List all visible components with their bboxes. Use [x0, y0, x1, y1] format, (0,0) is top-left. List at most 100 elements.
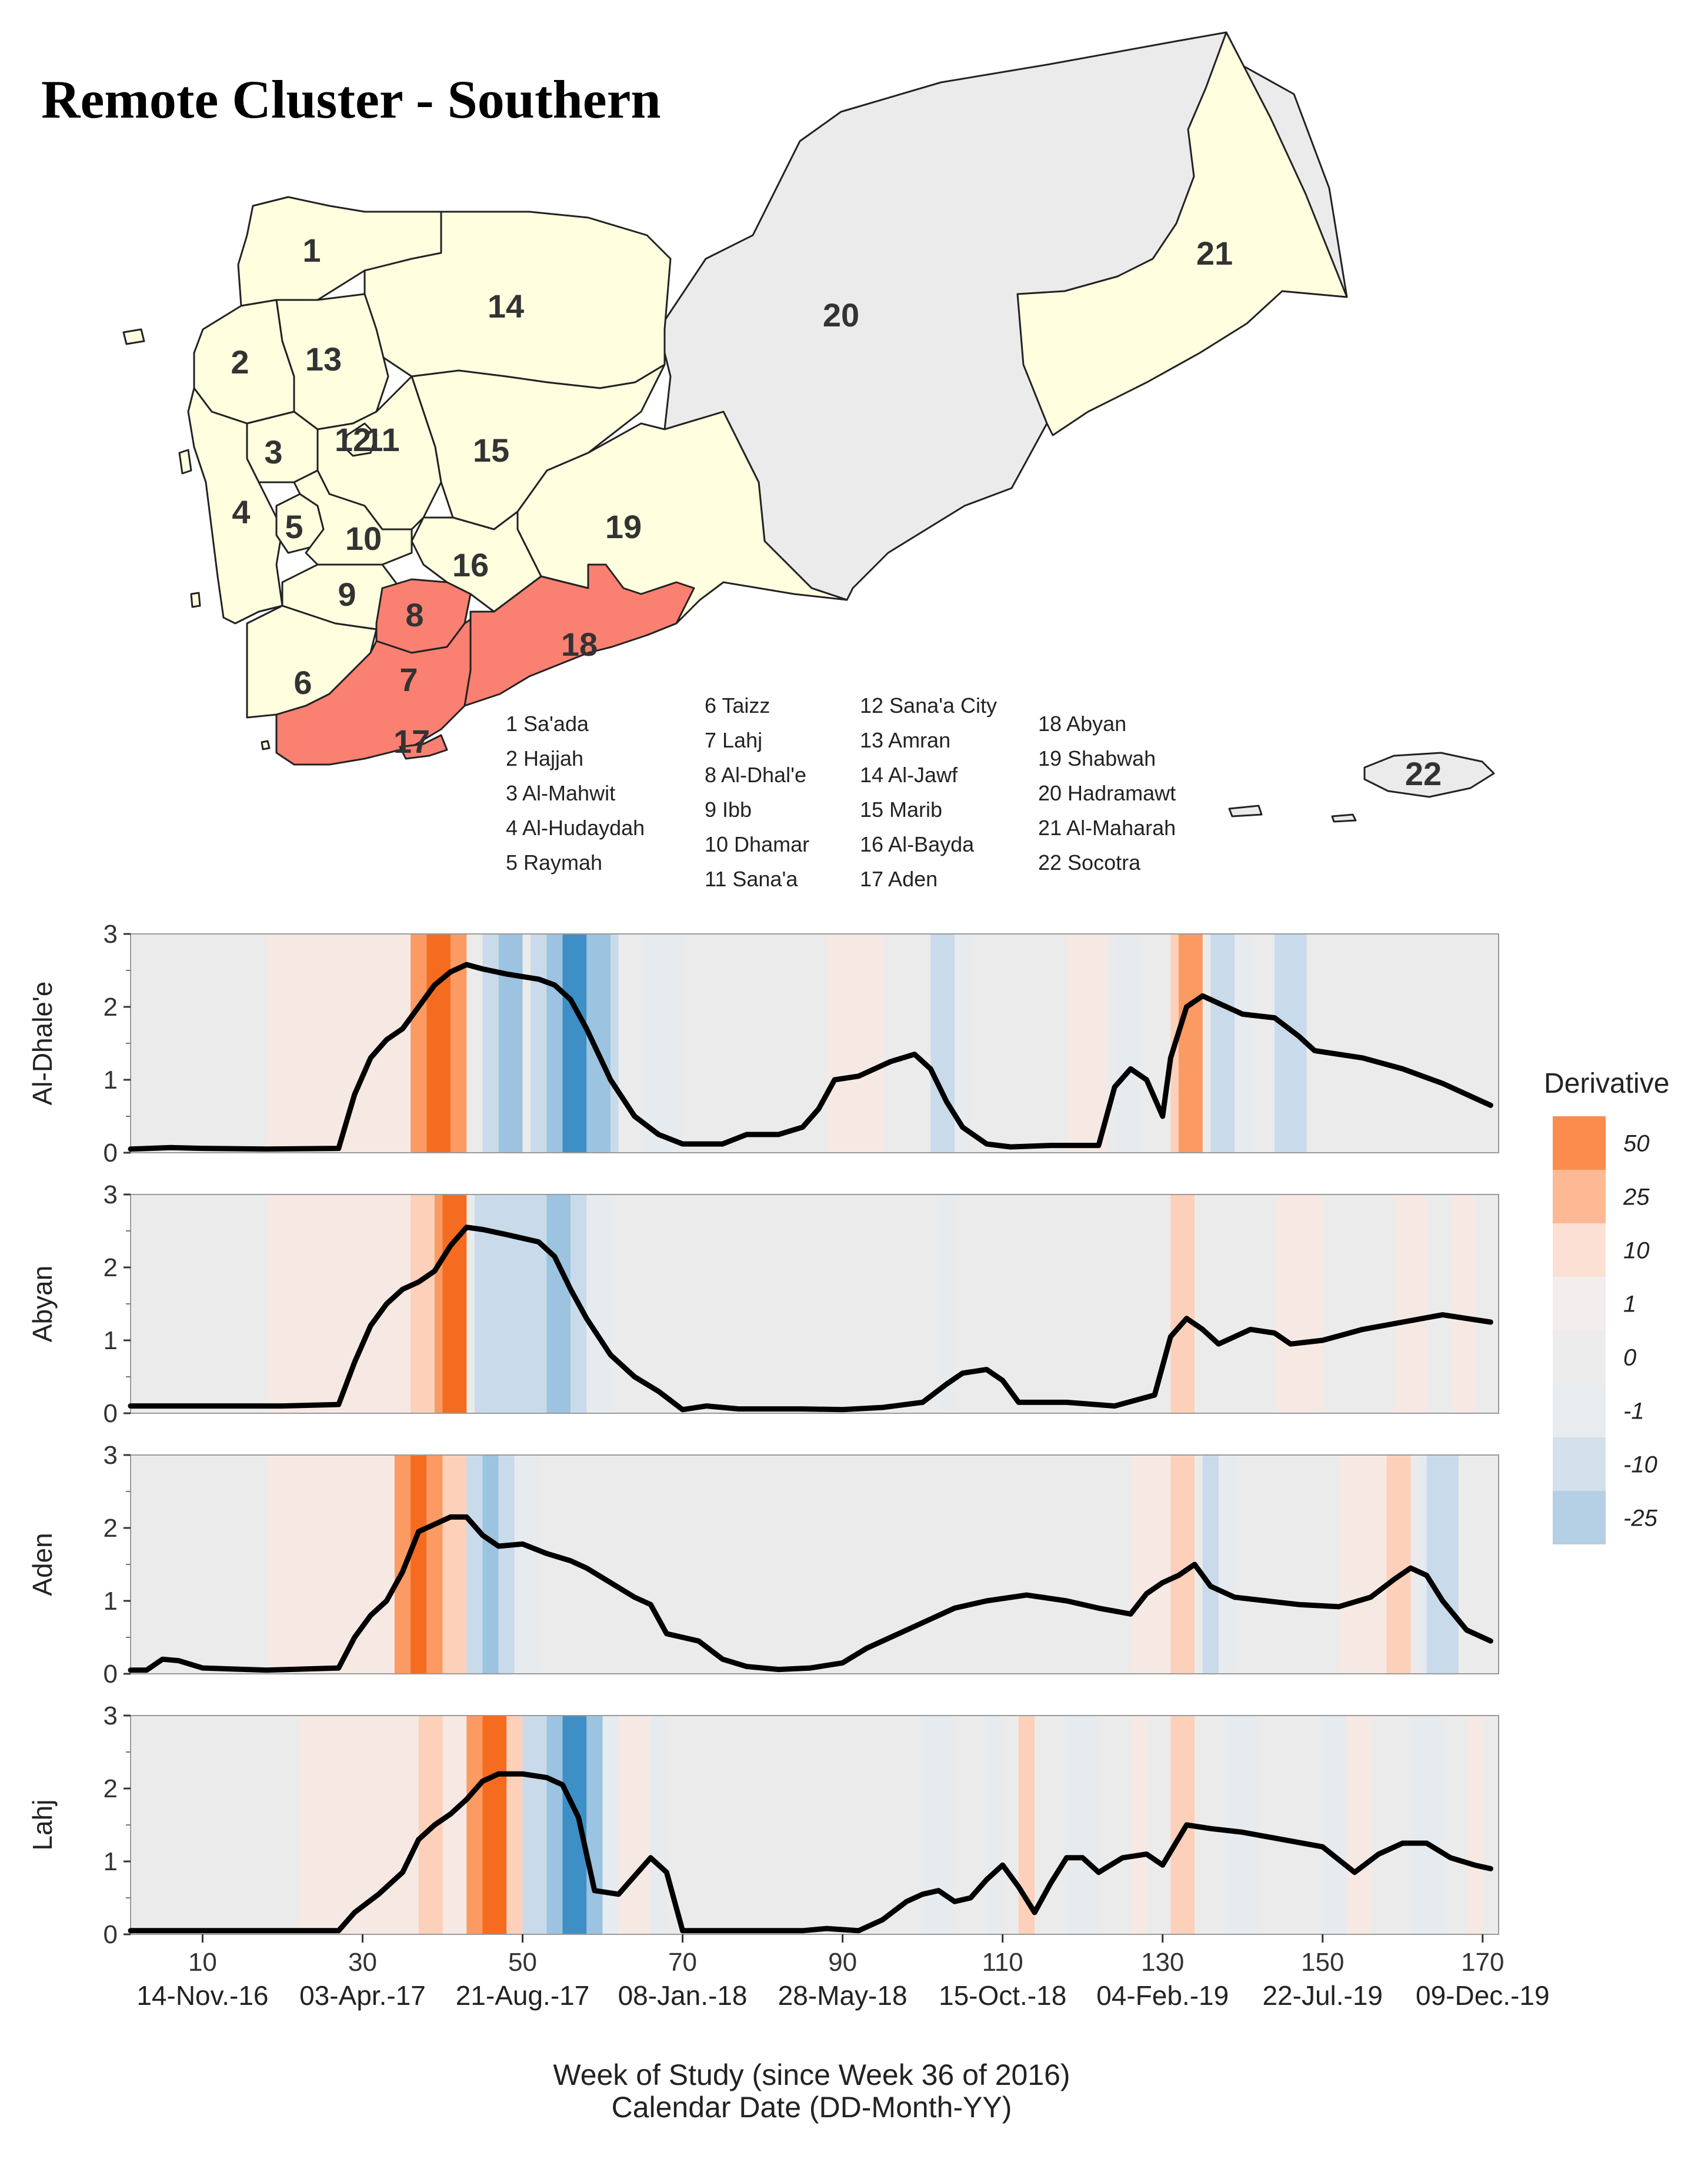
map-legend-entry: 5 Raymah	[506, 850, 602, 875]
x-date-label: 04-Feb.-19	[1096, 1980, 1229, 2011]
derivative-band	[1218, 1455, 1235, 1674]
derivative-band	[618, 1716, 651, 1934]
derivative-band	[546, 934, 563, 1153]
derivative-legend-label: 1	[1623, 1292, 1636, 1317]
derivative-band	[498, 934, 523, 1153]
region-label-15: 15	[473, 432, 509, 469]
derivative-band	[1130, 1455, 1171, 1674]
region-label-8: 8	[405, 596, 423, 633]
derivative-band	[1210, 934, 1235, 1153]
derivative-band	[922, 1716, 955, 1934]
region-21-al-maharah	[1016, 31, 1348, 436]
map-legend-entry: 20 Hadramawt	[1038, 781, 1176, 805]
y-tick-label: 2	[104, 1514, 118, 1543]
region-label-12: 12	[335, 421, 371, 458]
derivative-band	[546, 1194, 571, 1413]
derivative-band	[1275, 1194, 1323, 1413]
derivative-band	[642, 934, 683, 1153]
region-label-16: 16	[452, 546, 489, 583]
derivative-band	[1410, 1716, 1443, 1934]
derivative-band	[1426, 1455, 1459, 1674]
panel-y-label: Al-Dhale'e	[27, 982, 58, 1106]
derivative-band	[411, 934, 427, 1153]
derivative-legend-swatch	[1553, 1330, 1606, 1384]
y-tick-label: 1	[104, 1847, 118, 1876]
x-tick-label: 130	[1141, 1948, 1184, 1977]
derivative-band	[1466, 1716, 1483, 1934]
derivative-band	[1275, 934, 1307, 1153]
derivative-band	[586, 934, 611, 1153]
region-12-sanaa-city	[343, 422, 378, 457]
derivative-band	[522, 1716, 547, 1934]
y-tick-label: 1	[104, 1066, 118, 1094]
map-legend-entry: 10 Dhamar	[705, 832, 809, 856]
y-tick-label: 3	[104, 1180, 118, 1209]
series-line-abyan	[128, 1224, 1493, 1413]
derivative-legend-swatch	[1553, 1277, 1606, 1330]
y-tick-label: 3	[104, 1701, 118, 1730]
derivative-band	[546, 1716, 563, 1934]
y-tick-label: 3	[104, 920, 118, 949]
derivative-band	[466, 1716, 483, 1934]
derivative-band	[1202, 1455, 1219, 1674]
y-tick-label: 2	[104, 1774, 118, 1803]
map-legend-entry: 18 Abyan	[1038, 712, 1126, 736]
map-legend-entry: 12 Sana'a City	[860, 693, 997, 718]
x-tick-label: 70	[668, 1948, 697, 1977]
region-label-3: 3	[264, 433, 282, 470]
panel-y-label: Lahj	[27, 1800, 58, 1851]
x-tick-label: 150	[1301, 1948, 1344, 1977]
region-label-22: 22	[1405, 755, 1442, 792]
x-date-label: 03-Apr.-17	[299, 1980, 426, 2011]
x-tick-label: 10	[188, 1948, 217, 1977]
region-label-1: 1	[302, 232, 321, 269]
region-label-5: 5	[285, 508, 303, 545]
map-region-legend: 1 Sa'ada 2 Hajjah 3 Al-Mahwit 4 Al-Hudaydah…	[506, 693, 1176, 891]
derivative-band	[562, 1716, 587, 1934]
derivative-band	[1226, 1716, 1259, 1934]
derivative-band	[1395, 1194, 1427, 1413]
region-label-9: 9	[338, 576, 356, 613]
derivative-legend-label: 50	[1623, 1131, 1650, 1157]
derivative-band	[650, 1716, 667, 1934]
y-tick-label: 1	[104, 1326, 118, 1355]
region-label-18: 18	[561, 626, 598, 663]
map-legend-entry: 14 Al-Jawf	[860, 763, 958, 787]
region-label-19: 19	[605, 508, 642, 545]
map-legend-entry: 4 Al-Hudaydah	[506, 816, 645, 840]
y-tick-label: 0	[104, 1920, 118, 1949]
region-label-17: 17	[393, 723, 430, 760]
x-date-label: 09-Dec.-19	[1416, 1980, 1550, 2011]
y-tick-label: 2	[104, 993, 118, 1022]
derivative-band	[602, 1716, 619, 1934]
region-label-21: 21	[1196, 235, 1233, 272]
series-line-lahj	[128, 1771, 1493, 1934]
y-tick-label: 0	[104, 1139, 118, 1167]
derivative-band	[498, 1455, 515, 1674]
map-legend-entry: 11 Sana'a	[705, 867, 798, 891]
y-tick-label: 2	[104, 1253, 118, 1282]
region-label-7: 7	[399, 661, 418, 698]
region-18-abyan	[463, 563, 695, 707]
derivative-band	[986, 1716, 1003, 1934]
derivative-legend-swatch	[1553, 1116, 1606, 1170]
map-legend-entry: 17 Aden	[860, 867, 938, 891]
derivative-legend-swatch	[1553, 1223, 1606, 1277]
derivative-legend-swatch	[1553, 1437, 1606, 1491]
map-legend-entry: 9 Ibb	[705, 797, 752, 822]
map-legend-entry: 16 Al-Bayda	[860, 832, 975, 856]
map-legend-entry: 15 Marib	[860, 797, 942, 822]
derivative-band	[442, 1455, 467, 1674]
region-17-aden	[399, 734, 448, 760]
derivative-band	[506, 1716, 523, 1934]
derivative-panels: 0 1 2 3 Al-Dhale'e 0 1 2 3 Abyan 0 1 2 3 Aden 0 1 2 3 Lahj 1…	[27, 920, 1550, 2011]
panel-abyan: 0 1 2 3 Abyan	[27, 1180, 1499, 1428]
island-abd-al-kuri	[1228, 805, 1263, 817]
derivative-band	[434, 1194, 443, 1413]
map-legend-entry: 1 Sa'ada	[506, 712, 589, 736]
panel-aden: 0 1 2 3 Aden	[27, 1441, 1499, 1689]
x-axis-subtitle: Calendar Date (DD-Month-YY)	[612, 2091, 1012, 2124]
island-perim	[261, 740, 271, 750]
